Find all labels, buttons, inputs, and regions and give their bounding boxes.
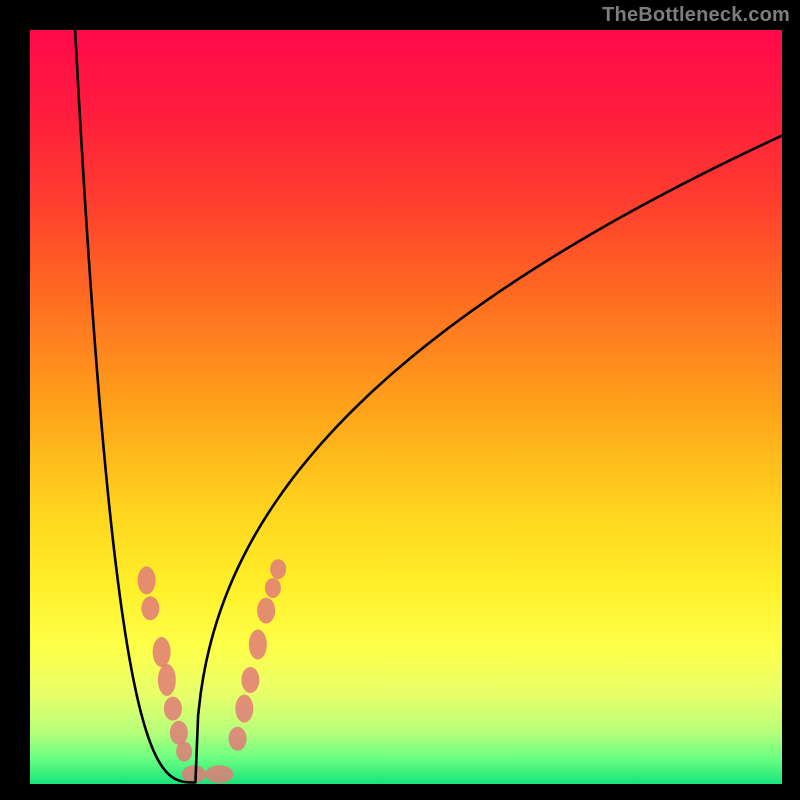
- data-marker: [138, 566, 156, 594]
- data-marker: [158, 664, 176, 696]
- watermark-text: TheBottleneck.com: [602, 4, 790, 27]
- data-marker: [182, 765, 206, 783]
- data-marker: [153, 637, 171, 667]
- data-marker: [176, 742, 192, 762]
- data-marker: [257, 598, 275, 624]
- data-marker: [206, 765, 234, 783]
- data-marker: [141, 596, 159, 620]
- data-marker: [265, 578, 281, 598]
- plot-area: [30, 30, 782, 784]
- data-marker: [235, 695, 253, 723]
- gradient-background: [30, 30, 782, 784]
- data-marker: [229, 727, 247, 751]
- data-marker: [270, 559, 286, 579]
- chart-root: TheBottleneck.com: [0, 0, 800, 800]
- data-marker: [249, 630, 267, 660]
- data-marker: [170, 721, 188, 745]
- data-marker: [164, 697, 182, 721]
- data-marker: [241, 667, 259, 693]
